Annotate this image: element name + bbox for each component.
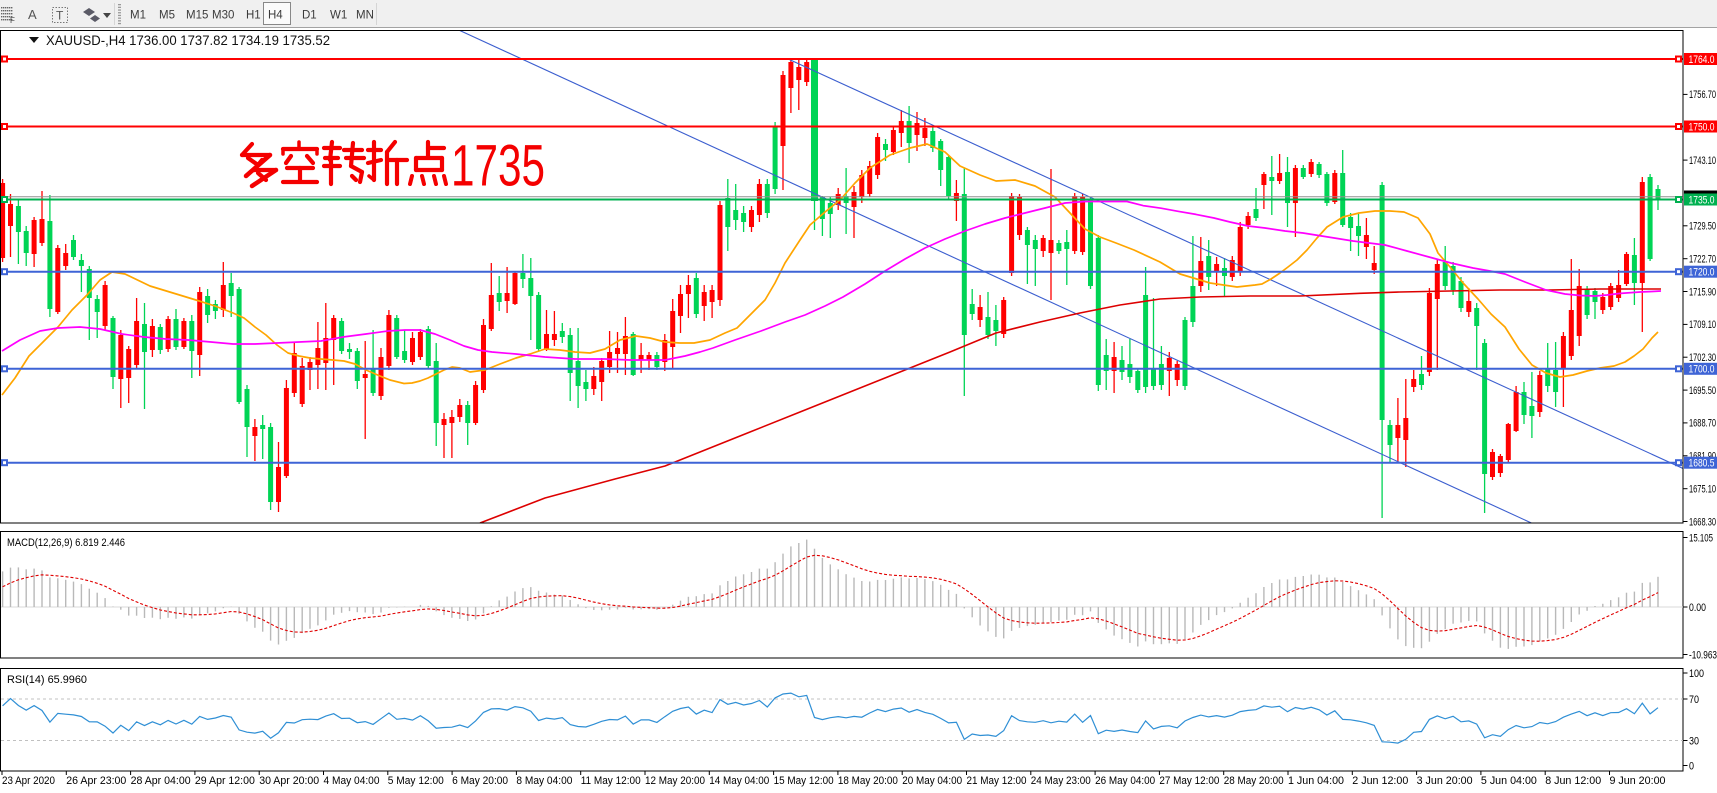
svg-text:M15: M15 <box>186 10 208 22</box>
svg-text:1688.70: 1688.70 <box>1689 418 1716 430</box>
svg-text:1750.0: 1750.0 <box>1689 121 1715 133</box>
svg-text:18 May 20:00: 18 May 20:00 <box>838 775 898 787</box>
svg-text:1 Jun 04:00: 1 Jun 04:00 <box>1288 775 1344 787</box>
svg-text:M30: M30 <box>212 10 234 22</box>
svg-text:15.105: 15.105 <box>1689 532 1713 544</box>
svg-text:23 Apr 2020: 23 Apr 2020 <box>2 775 55 787</box>
svg-text:-10.963: -10.963 <box>1689 649 1717 661</box>
svg-text:1764.0: 1764.0 <box>1689 54 1715 66</box>
svg-text:4 May 04:00: 4 May 04:00 <box>324 775 380 787</box>
svg-text:26 May 04:00: 26 May 04:00 <box>1095 775 1155 787</box>
svg-text:M5: M5 <box>159 10 175 22</box>
svg-text:2 Jun 12:00: 2 Jun 12:00 <box>1352 775 1408 787</box>
svg-text:F: F <box>10 16 15 25</box>
svg-text:RSI(14) 65.9960: RSI(14) 65.9960 <box>7 674 87 686</box>
svg-text:28 May 20:00: 28 May 20:00 <box>1224 775 1284 787</box>
svg-text:8 Jun 12:00: 8 Jun 12:00 <box>1545 775 1601 787</box>
svg-text:27 May 12:00: 27 May 12:00 <box>1159 775 1219 787</box>
svg-text:6 May 20:00: 6 May 20:00 <box>452 775 508 787</box>
svg-text:30 Apr 20:00: 30 Apr 20:00 <box>259 775 319 787</box>
svg-text:1700.0: 1700.0 <box>1689 364 1715 376</box>
svg-text:29 Apr 12:00: 29 Apr 12:00 <box>195 775 255 787</box>
svg-text:70: 70 <box>1689 694 1699 706</box>
svg-text:3 Jun 20:00: 3 Jun 20:00 <box>1417 775 1473 787</box>
svg-text:0: 0 <box>1689 760 1694 772</box>
svg-text:1675.10: 1675.10 <box>1689 484 1716 496</box>
svg-text:8 May 04:00: 8 May 04:00 <box>516 775 572 787</box>
svg-text:1715.90: 1715.90 <box>1689 286 1716 298</box>
svg-text:T: T <box>56 9 64 23</box>
svg-text:26 Apr 23:00: 26 Apr 23:00 <box>66 775 126 787</box>
svg-text:30: 30 <box>1689 735 1699 747</box>
svg-text:21 May 12:00: 21 May 12:00 <box>967 775 1027 787</box>
svg-text:15 May 12:00: 15 May 12:00 <box>774 775 834 787</box>
svg-text:5 May 12:00: 5 May 12:00 <box>388 775 444 787</box>
svg-text:9 Jun 20:00: 9 Jun 20:00 <box>1610 775 1666 787</box>
svg-text:W1: W1 <box>330 10 347 22</box>
svg-text:M1: M1 <box>130 10 146 22</box>
svg-text:0.00: 0.00 <box>1689 602 1706 614</box>
svg-text:H4: H4 <box>268 10 283 22</box>
svg-text:A: A <box>28 7 37 22</box>
svg-text:1668.30: 1668.30 <box>1689 516 1716 528</box>
svg-text:5 Jun 04:00: 5 Jun 04:00 <box>1481 775 1537 787</box>
svg-text:1722.70: 1722.70 <box>1689 254 1716 266</box>
svg-text:MACD(12,26,9) 6.819 2.446: MACD(12,26,9) 6.819 2.446 <box>7 537 125 549</box>
svg-text:14 May 04:00: 14 May 04:00 <box>709 775 769 787</box>
svg-text:20 May 04:00: 20 May 04:00 <box>902 775 962 787</box>
svg-text:1709.10: 1709.10 <box>1689 319 1716 331</box>
svg-text:1702.30: 1702.30 <box>1689 352 1716 364</box>
svg-text:11 May 12:00: 11 May 12:00 <box>581 775 641 787</box>
svg-text:H1: H1 <box>246 10 261 22</box>
svg-text:1695.50: 1695.50 <box>1689 385 1716 397</box>
svg-text:28 Apr 04:00: 28 Apr 04:00 <box>131 775 191 787</box>
svg-text:1735.0: 1735.0 <box>1689 194 1715 206</box>
svg-text:XAUUSD-,H4 1736.00 1737.82 17: XAUUSD-,H4 1736.00 1737.82 1734.19 1735.… <box>46 32 330 48</box>
svg-text:1735: 1735 <box>451 134 545 199</box>
svg-text:1756.70: 1756.70 <box>1689 89 1716 101</box>
svg-text:D1: D1 <box>302 10 317 22</box>
svg-text:1680.5: 1680.5 <box>1689 458 1715 470</box>
svg-text:1743.10: 1743.10 <box>1689 155 1716 167</box>
svg-text:1729.50: 1729.50 <box>1689 221 1716 233</box>
svg-text:100: 100 <box>1689 668 1704 680</box>
svg-text:24 May 23:00: 24 May 23:00 <box>1031 775 1091 787</box>
svg-text:12 May 20:00: 12 May 20:00 <box>645 775 705 787</box>
svg-text:1720.0: 1720.0 <box>1689 267 1715 279</box>
svg-text:MN: MN <box>356 10 374 22</box>
